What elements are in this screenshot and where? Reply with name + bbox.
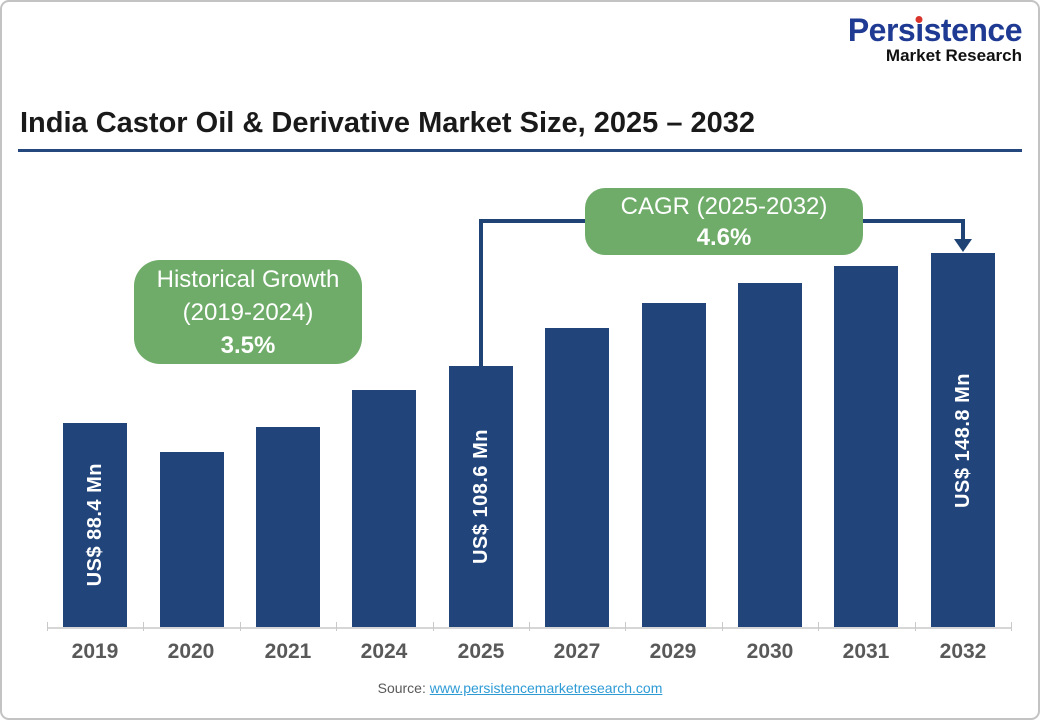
bar-2024 <box>352 390 416 627</box>
x-axis-label-2031: 2031 <box>842 640 890 663</box>
x-axis-label-2019: 2019 <box>71 640 119 663</box>
page-title: India Castor Oil & Derivative Market Siz… <box>20 107 756 139</box>
historical-growth-value: 3.5% <box>220 331 276 359</box>
source-line: Source: www.persistencemarketresearch.co… <box>2 680 1038 696</box>
historical-growth-callout: Historical Growth (2019-2024) 3.5% <box>134 260 362 364</box>
bar-2030 <box>738 283 802 627</box>
bar-2027 <box>545 328 609 627</box>
x-axis-tick <box>433 622 434 631</box>
cagr-bracket-right-line <box>960 219 965 240</box>
historical-growth-line2: (2019-2024) <box>182 298 314 326</box>
bar-value-label-2032: US$ 148.8 Mn <box>951 372 974 508</box>
x-axis-tick <box>336 622 337 631</box>
x-axis-label-2032: 2032 <box>939 640 987 663</box>
x-axis-label-2024: 2024 <box>360 640 408 663</box>
x-axis-tick <box>143 622 144 631</box>
x-axis-tick <box>915 622 916 631</box>
cagr-line1: CAGR (2025-2032) <box>620 192 828 220</box>
cagr-arrow-down-icon <box>953 239 972 252</box>
x-axis-tick <box>818 622 819 631</box>
logo-red-dot-icon <box>915 16 923 23</box>
cagr-bracket-left-line <box>478 219 483 366</box>
bar-value-label-2019: US$ 88.4 Mn <box>83 463 106 587</box>
cagr-callout: CAGR (2025-2032) 4.6% <box>585 188 863 255</box>
bar-2020 <box>160 452 224 627</box>
bar-2025: US$ 108.6 Mn <box>449 366 513 627</box>
bar-2019: US$ 88.4 Mn <box>63 423 127 627</box>
title-underline <box>18 149 1022 152</box>
x-axis-tick <box>1011 622 1012 631</box>
x-axis-tick <box>625 622 626 631</box>
x-axis-tick <box>47 622 48 631</box>
cagr-value: 4.6% <box>696 223 752 251</box>
bar-2029 <box>642 303 706 627</box>
x-axis-label-2025: 2025 <box>457 640 505 663</box>
logo-tagline-text: Market Research <box>885 46 1022 65</box>
logo-brand-text: Persı stence <box>847 12 1023 48</box>
historical-growth-line1: Historical Growth <box>156 265 340 293</box>
x-axis-label-2030: 2030 <box>746 640 794 663</box>
x-axis-tick <box>722 622 723 631</box>
bar-2031 <box>834 266 898 627</box>
bar-2032: US$ 148.8 Mn <box>931 253 995 627</box>
logo-i-letter: ı <box>915 12 924 48</box>
bar-value-label-2025: US$ 108.6 Mn <box>469 429 492 564</box>
brand-logo: Persı stence Market Research <box>847 12 1023 65</box>
x-axis-label-2029: 2029 <box>649 640 697 663</box>
x-axis-tick <box>529 622 530 631</box>
x-axis-label-2021: 2021 <box>264 640 312 663</box>
source-label: Source: <box>377 680 426 696</box>
x-axis-tick <box>240 622 241 631</box>
x-axis-label-2027: 2027 <box>553 640 601 663</box>
bar-2021 <box>256 427 320 627</box>
x-axis-label-2020: 2020 <box>167 640 215 663</box>
source-link[interactable]: www.persistencemarketresearch.com <box>429 680 663 696</box>
